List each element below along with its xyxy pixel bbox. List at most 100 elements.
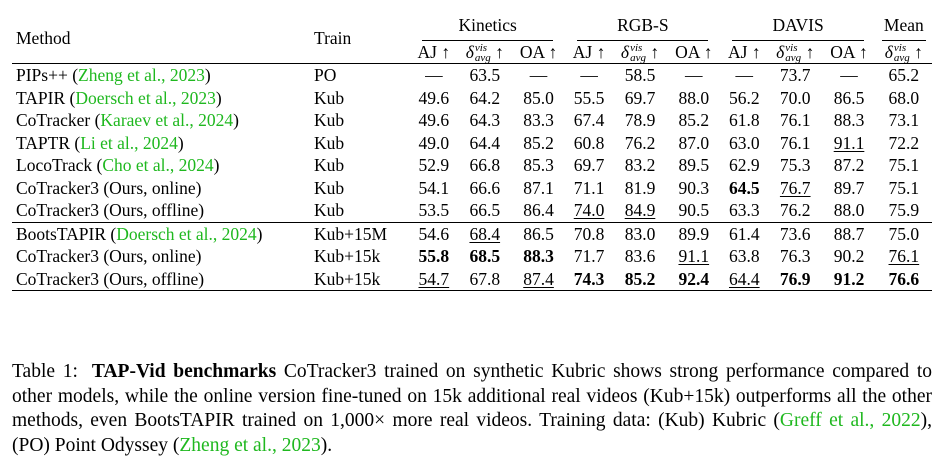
method-cell: CoTracker (Karaev et al., 2024) [16,110,239,131]
value-cell: 75.1 [888,177,920,198]
value-cell: 86.5 [511,221,566,246]
value-cell: 66.8 [469,155,501,176]
header-method: Method [16,28,71,49]
value-cell: 67.8 [457,267,512,292]
value-cell: 88.3 [833,110,865,131]
value-cell: 90.2 [833,246,865,267]
value-cell: 85.2 [612,267,668,292]
value-cell: 75.1 [888,155,920,176]
value-cell: 49.6 [418,87,450,108]
header-metric-aj: AJ ↑ [572,41,606,62]
value-cell: 76.1 [779,132,811,153]
value-cell: 49.6 [418,110,450,131]
train-cell: Kub+15k [310,267,410,292]
header-metric-oa: OA ↑ [830,41,868,62]
value-cell: 76.6 [875,267,932,292]
value-cell: 83.2 [624,155,656,176]
value-cell: 63.0 [728,132,760,153]
value-cell: 61.4 [720,221,769,246]
value-cell: 55.5 [573,87,605,108]
citation-link[interactable]: Cho et al., 2024 [102,155,214,176]
value-cell: 64.4 [469,132,501,153]
method-cell: CoTracker3 (Ours, offline) [12,267,310,292]
train-cell: PO [310,63,410,87]
value-cell: — [822,63,876,87]
value-cell: 75.0 [875,221,932,246]
value-cell: 89.9 [667,221,721,246]
value-cell: 64.3 [469,110,501,131]
train-cell: Kub [314,110,345,131]
value-cell: 88.3 [523,246,554,267]
value-cell: 52.9 [418,155,450,176]
value-cell: 74.0 [573,200,605,221]
train-cell: Kub [314,155,345,176]
train-cell: Kub [314,87,345,108]
caption-cite-zheng[interactable]: Zheng et al., 2023 [179,434,321,456]
value-cell: 89.5 [678,155,710,176]
method-cell: TAPIR (Doersch et al., 2023) [16,87,222,108]
method-cell: BootsTAPIR (Doersch et al., 2024) [12,221,310,246]
value-cell: 86.5 [833,87,865,108]
value-cell: 78.9 [624,110,656,131]
value-cell: 76.9 [768,267,823,292]
method-cell: CoTracker3 (Ours, offline) [16,200,205,221]
value-cell: 91.1 [678,246,710,267]
header-metric-delta-avg: δ vis avg ↑ [465,41,504,65]
value-cell: 63.5 [457,63,512,87]
value-cell: 92.4 [667,267,721,292]
value-cell: 87.0 [678,132,710,153]
value-cell: 76.2 [624,132,656,153]
value-cell: 63.8 [728,246,760,267]
value-cell: 71.7 [573,246,605,267]
caption-text-3: ). [320,434,333,456]
header-metric-aj: AJ ↑ [728,41,761,62]
value-cell: 70.0 [779,87,811,108]
value-cell: 68.4 [457,221,512,246]
train-cell: Kub [314,200,345,221]
value-cell: 49.0 [418,132,450,153]
header-metric-delta-avg: δ vis avg ↑ [620,41,660,65]
method-cell: LocoTrack (Cho et al., 2024) [16,155,220,176]
table-row: TAPTR (Li et al., 2024) Kub 49.0 64.4 85.2 60… [12,132,932,155]
method-cell: TAPTR (Li et al., 2024) [16,132,184,153]
value-cell: 83.0 [612,221,668,246]
value-cell: 73.7 [768,63,823,87]
value-cell: 64.2 [469,87,501,108]
value-cell: 85.0 [523,87,554,108]
header-group-mean: Mean [876,14,932,41]
citation-link[interactable]: Li et al., 2024 [80,132,178,153]
value-cell: 65.2 [875,63,932,87]
value-cell: 75.3 [779,155,811,176]
value-cell: 64.4 [720,267,769,292]
caption-text-1: CoTracker3 trained on synthetic Kubric s… [12,361,932,431]
value-cell: 87.2 [833,155,865,176]
method-cell: CoTracker3 (Ours, online) [16,246,202,267]
value-cell: 76.2 [779,200,811,221]
header-metric-delta-avg: δ vis avg ↑ [884,41,923,65]
citation-link[interactable]: Doersch et al., 2024 [116,223,257,244]
header-metric-delta-avg: δ vis avg ↑ [776,41,815,65]
table-row: PIPs++ (Zheng et al., 2023) PO —63.5— —58.5… [12,63,932,87]
value-cell: 69.7 [624,87,656,108]
value-cell: — [667,63,721,87]
value-cell: 66.5 [469,200,501,221]
value-cell: 87.4 [511,267,566,292]
citation-link[interactable]: Karaev et al., 2024 [100,110,234,131]
value-cell: 85.3 [523,155,554,176]
value-cell: 68.0 [888,87,920,108]
table-row: TAPIR (Doersch et al., 2023) Kub 49.6 64.2 8… [12,87,932,110]
value-cell: 81.9 [624,177,656,198]
value-cell: 75.9 [888,200,920,221]
results-table: Method Train Kinetics RGB-S DAVIS Mean A… [12,14,932,292]
value-cell: 74.3 [565,267,613,292]
caption-cite-greff[interactable]: Greff et al., 2022 [779,410,921,431]
header-group-kinetics: Kinetics [410,14,565,41]
citation-link[interactable]: Zheng et al., 2023 [78,65,205,86]
value-cell: 61.8 [728,110,760,131]
value-cell: 89.7 [833,177,865,198]
value-cell: — [511,63,566,87]
train-cell: Kub [314,132,345,153]
citation-link[interactable]: Doersch et al., 2023 [75,87,216,108]
header-group-rgbs: RGB-S [565,14,720,41]
table-row: CoTracker3 (Ours, offline) Kub 53.5 66.5 86.… [12,199,932,222]
